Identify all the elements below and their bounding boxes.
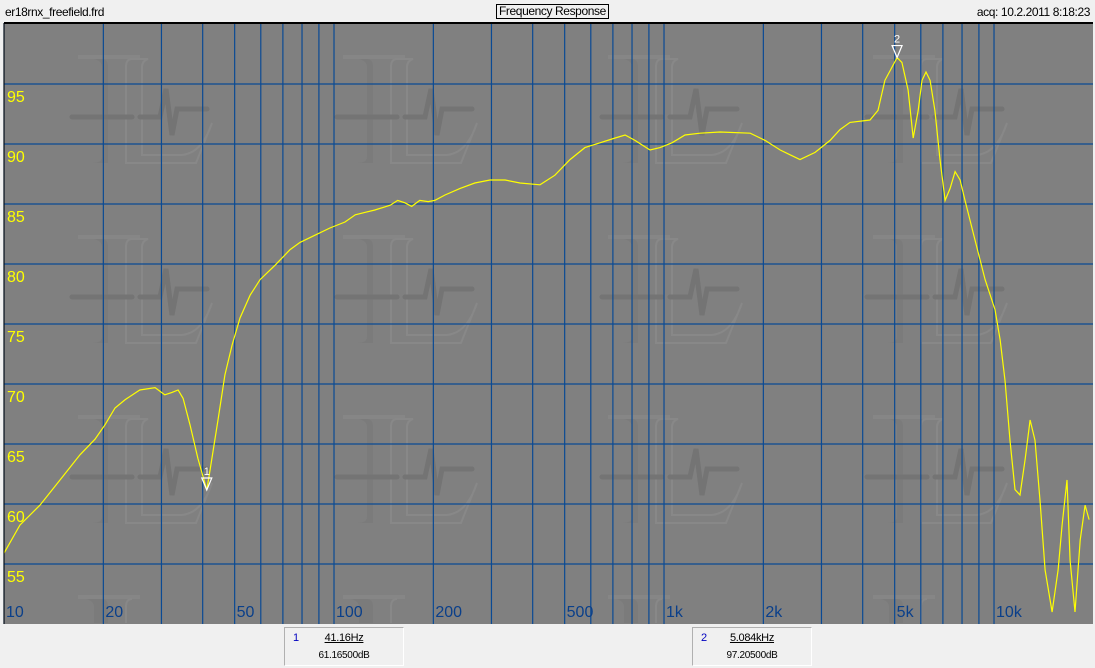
marker-frequency[interactable]: 41.16Hz — [324, 632, 364, 644]
marker-readout-1[interactable]: 1 41.16Hz 61.16500dB — [284, 627, 404, 666]
curve-marker[interactable]: 1 — [200, 466, 213, 492]
file-name: er18rnx_freefield.frd — [5, 5, 104, 19]
grid — [3, 23, 1093, 624]
marker-frequency[interactable]: 5.084kHz — [729, 632, 775, 644]
x-axis-labels: 10 20 50 100 200 500 1k 2k 5k 10k — [6, 604, 1023, 621]
x-tick-label: 2k — [765, 604, 783, 621]
marker-level: 61.16500dB — [318, 650, 370, 661]
y-tick-label: 70 — [7, 389, 25, 406]
x-tick-label: 10k — [996, 604, 1023, 621]
y-tick-label: 80 — [7, 269, 25, 286]
y-tick-label: 55 — [7, 569, 25, 586]
x-tick-label: 5k — [897, 604, 915, 621]
marker-number: 2 — [701, 632, 707, 644]
x-tick-label: 100 — [336, 604, 363, 621]
curve-marker[interactable]: 2 — [891, 34, 903, 60]
y-axis-labels: 55 60 65 70 75 80 85 90 95 — [7, 89, 25, 586]
response-curve — [3, 56, 1090, 613]
curve-markers[interactable]: 12 — [200, 34, 903, 492]
y-tick-label: 60 — [7, 509, 25, 526]
x-tick-label: 500 — [567, 604, 594, 621]
y-tick-label: 90 — [7, 149, 25, 166]
marker-readout-2[interactable]: 2 5.084kHz 97.20500dB — [692, 627, 812, 666]
marker-level: 97.20500dB — [726, 650, 778, 661]
y-tick-label: 75 — [7, 329, 25, 346]
y-tick-label: 95 — [7, 89, 25, 106]
marker-number: 1 — [293, 632, 299, 644]
x-tick-label: 20 — [105, 604, 123, 621]
y-tick-label: 65 — [7, 449, 25, 466]
marker-triangle-icon — [891, 44, 903, 60]
acquisition-time: acq: 10.2.2011 8:18:23 — [976, 5, 1090, 19]
marker-label: 1 — [204, 466, 210, 478]
x-tick-label: 10 — [6, 604, 24, 621]
header-bar: er18rnx_freefield.frd Frequency Response… — [0, 0, 1095, 22]
x-tick-label: 200 — [435, 604, 462, 621]
y-tick-label: 85 — [7, 209, 25, 226]
x-tick-label: 50 — [237, 604, 255, 621]
x-tick-label: 1k — [666, 604, 684, 621]
chart-title: Frequency Response — [496, 4, 609, 19]
marker-label: 2 — [894, 34, 900, 46]
marker-triangle-icon — [200, 477, 213, 492]
